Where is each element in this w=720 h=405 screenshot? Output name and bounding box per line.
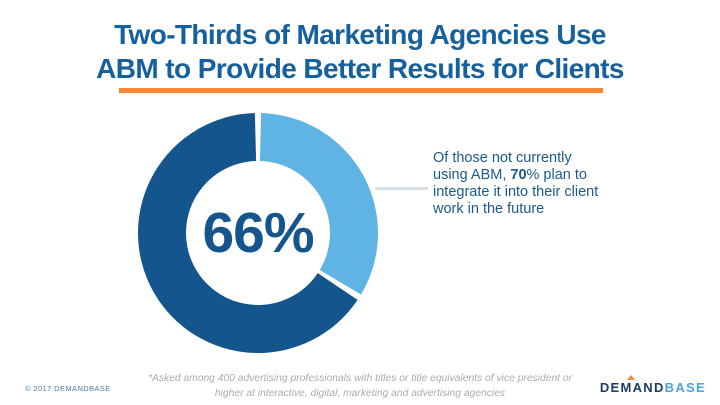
- title-underline-rule: [119, 88, 603, 93]
- footnote: *Asked among 400 advertising professiona…: [0, 371, 720, 401]
- donut-chart-svg: [138, 113, 378, 353]
- page-title-line1: Two-Thirds of Marketing Agencies Use: [114, 19, 606, 50]
- page-title: Two-Thirds of Marketing Agencies Use ABM…: [0, 18, 720, 86]
- copyright: © 2017 DEMANDBASE: [25, 384, 111, 393]
- footnote-line1: *Asked among 400 advertising professiona…: [147, 373, 573, 384]
- donut-chart: 66%: [138, 113, 378, 353]
- page-title-line2: ABM to Provide Better Results for Client…: [96, 53, 624, 84]
- annotation-pre: Of those not currently using ABM,: [433, 150, 572, 183]
- logo-caret-icon: [626, 375, 635, 380]
- donut-center-label: 66%: [202, 201, 314, 265]
- donut-slices: [138, 113, 378, 353]
- donut-slice: [259, 113, 378, 295]
- donut-slice: [138, 113, 358, 353]
- annotation-bold-value: 70: [510, 167, 527, 183]
- annotation-leader-line: [375, 187, 428, 190]
- footnote-line2: higher at interactive, digital, marketin…: [214, 388, 506, 399]
- logo-text-base: BASE: [664, 380, 706, 395]
- annotation-post: % plan to integrate it into their client…: [433, 167, 599, 217]
- logo-text-demand: DEMAND: [599, 380, 665, 395]
- annotation-text: Of those not currently using ABM, 70% pl…: [433, 150, 603, 218]
- demandbase-logo: DEMANDBASE: [599, 375, 706, 395]
